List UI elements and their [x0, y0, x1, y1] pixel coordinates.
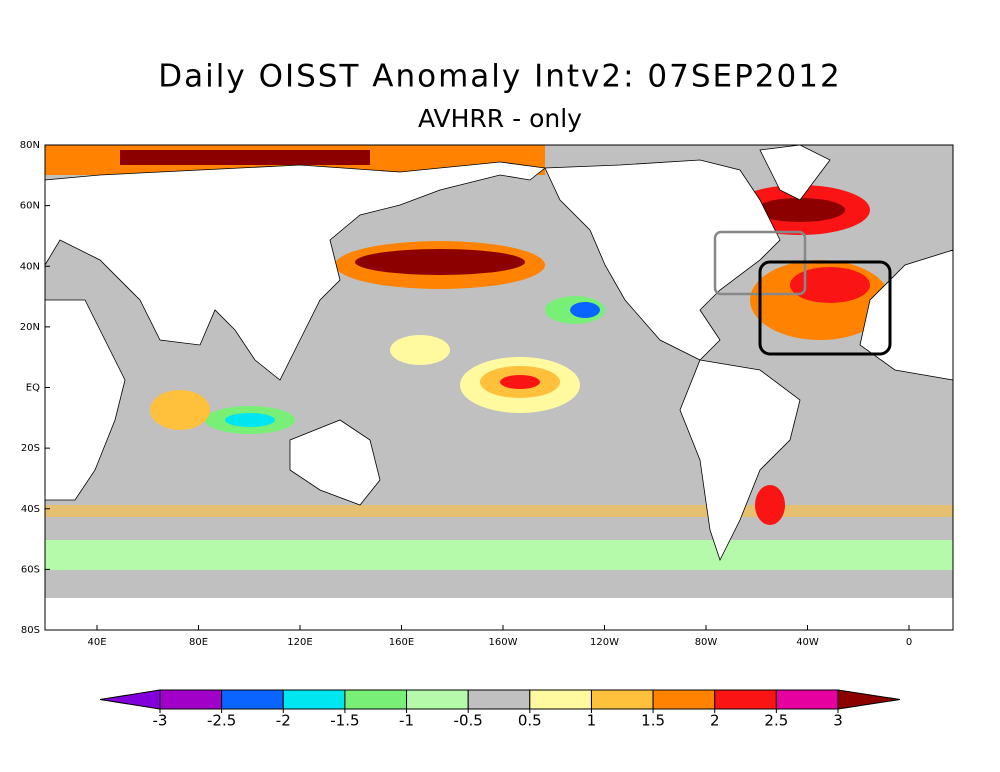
- colorbar-label: -0.5: [454, 712, 483, 730]
- lat-label: 60S: [21, 564, 40, 575]
- colorbar-label: -1.5: [330, 712, 359, 730]
- colorbar-box: [406, 689, 469, 710]
- colorbar-box: [529, 689, 592, 710]
- australia: [289, 419, 381, 506]
- colorbar-box: [467, 689, 531, 710]
- colorbar-arrow: [99, 689, 161, 710]
- lon-label: 160E: [389, 637, 414, 648]
- anomaly-patches: [45, 145, 953, 570]
- colorbar-label: 1: [587, 712, 597, 730]
- colorbar-box: [652, 689, 716, 710]
- subtitle: AVHRR - only: [418, 104, 582, 133]
- colorbar-box: [775, 689, 839, 710]
- colorbar-label: -1: [399, 712, 414, 730]
- colorbar-box: [221, 689, 284, 710]
- lon-label: 120E: [287, 637, 312, 648]
- lon-label: 40E: [87, 637, 106, 648]
- patch: [390, 335, 450, 365]
- lat-label: 60N: [20, 201, 40, 212]
- colorbar-arrow: [837, 689, 901, 710]
- patch: [790, 267, 870, 303]
- lat-label: 80N: [20, 140, 40, 151]
- patch: [755, 198, 845, 222]
- lat-label: 80S: [21, 625, 40, 636]
- antarctica: [45, 598, 953, 630]
- colorbar-label: 2.5: [764, 712, 788, 730]
- colorbar-box: [159, 689, 223, 710]
- colorbar-label: 2: [710, 712, 720, 730]
- eurasia: [44, 161, 546, 381]
- region-box: [758, 260, 892, 356]
- patch: [150, 390, 210, 430]
- lat-label: EQ: [26, 383, 40, 394]
- colorbar-label: 1.5: [641, 712, 665, 730]
- lon-label: 120W: [590, 637, 619, 648]
- lat-label: 20N: [20, 322, 40, 333]
- colorbar-label: 0.5: [518, 712, 542, 730]
- patch: [45, 540, 953, 570]
- colorbar-label: -2: [276, 712, 291, 730]
- colorbar-box: [282, 689, 346, 710]
- lon-label: 80E: [189, 637, 208, 648]
- patch: [225, 413, 275, 427]
- map: [44, 144, 954, 631]
- colorbar-label: -2.5: [207, 712, 236, 730]
- colorbar-label: -3: [153, 712, 168, 730]
- lon-label: 160W: [489, 637, 518, 648]
- patch: [355, 249, 525, 275]
- north-america: [544, 159, 781, 361]
- colorbar-box: [344, 689, 408, 710]
- lat-label: 40S: [21, 504, 40, 515]
- lon-label: 40W: [796, 637, 819, 648]
- patch: [120, 150, 370, 165]
- africa-east: [44, 299, 126, 501]
- patch: [570, 302, 600, 318]
- lat-label: 20S: [21, 443, 40, 454]
- south-america: [679, 359, 801, 562]
- title: Daily OISST Anomaly Intv2: 07SEP2012: [158, 59, 841, 95]
- lon-label: 0: [906, 637, 912, 648]
- greenland: [759, 144, 831, 201]
- patch: [755, 485, 785, 525]
- patch: [500, 375, 540, 389]
- colorbar-label: 3: [833, 712, 843, 730]
- lon-label: 80W: [695, 637, 718, 648]
- colorbar-box: [714, 689, 777, 710]
- colorbar-box: [590, 689, 654, 710]
- lat-label: 40N: [20, 261, 40, 272]
- patch: [45, 505, 953, 517]
